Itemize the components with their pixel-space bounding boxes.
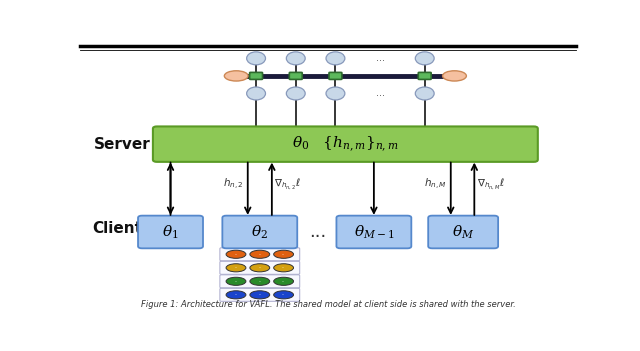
Text: --: -- bbox=[282, 266, 285, 270]
FancyBboxPatch shape bbox=[250, 72, 262, 79]
FancyBboxPatch shape bbox=[222, 216, 297, 249]
Text: $h_{n,M}$: $h_{n,M}$ bbox=[424, 177, 447, 192]
Text: $\theta_1$: $\theta_1$ bbox=[163, 223, 179, 241]
FancyBboxPatch shape bbox=[337, 216, 412, 249]
Ellipse shape bbox=[415, 87, 434, 100]
Ellipse shape bbox=[326, 52, 345, 65]
FancyBboxPatch shape bbox=[419, 72, 431, 79]
Text: Server: Server bbox=[94, 137, 150, 152]
FancyBboxPatch shape bbox=[220, 248, 300, 261]
Ellipse shape bbox=[226, 264, 246, 272]
FancyBboxPatch shape bbox=[428, 216, 498, 249]
Ellipse shape bbox=[250, 250, 269, 258]
FancyBboxPatch shape bbox=[138, 216, 203, 249]
Text: ...: ... bbox=[376, 88, 385, 99]
Text: $\theta_M$: $\theta_M$ bbox=[452, 223, 474, 241]
Text: --: -- bbox=[259, 293, 261, 297]
Text: $\theta_{M-1}$: $\theta_{M-1}$ bbox=[354, 223, 394, 241]
Ellipse shape bbox=[286, 52, 305, 65]
Text: $\nabla_{h_{n,M}}\ell$: $\nabla_{h_{n,M}}\ell$ bbox=[477, 177, 505, 192]
Text: --: -- bbox=[282, 252, 285, 256]
FancyBboxPatch shape bbox=[220, 261, 300, 274]
Ellipse shape bbox=[443, 71, 467, 81]
FancyBboxPatch shape bbox=[329, 72, 342, 79]
Ellipse shape bbox=[250, 277, 269, 285]
Ellipse shape bbox=[246, 52, 266, 65]
Ellipse shape bbox=[415, 52, 434, 65]
Ellipse shape bbox=[274, 291, 294, 299]
Ellipse shape bbox=[250, 264, 269, 272]
Ellipse shape bbox=[326, 87, 345, 100]
Text: --: -- bbox=[259, 252, 261, 256]
Ellipse shape bbox=[286, 87, 305, 100]
Text: --: -- bbox=[259, 266, 261, 270]
Ellipse shape bbox=[225, 71, 248, 81]
Text: --: -- bbox=[234, 293, 237, 297]
Ellipse shape bbox=[274, 277, 294, 285]
Text: $\nabla_{h_{n,2}}\ell$: $\nabla_{h_{n,2}}\ell$ bbox=[275, 177, 301, 192]
Text: $h_{n,2}$: $h_{n,2}$ bbox=[223, 177, 244, 192]
Text: --: -- bbox=[282, 279, 285, 283]
Text: ...: ... bbox=[376, 53, 385, 63]
Ellipse shape bbox=[226, 277, 246, 285]
Text: Figure 1: Architecture for VAFL. The shared model at client side is shared with : Figure 1: Architecture for VAFL. The sha… bbox=[141, 300, 515, 309]
FancyBboxPatch shape bbox=[220, 288, 300, 301]
Text: --: -- bbox=[234, 266, 237, 270]
Text: --: -- bbox=[234, 279, 237, 283]
Ellipse shape bbox=[246, 87, 266, 100]
Text: Client: Client bbox=[92, 221, 142, 236]
FancyBboxPatch shape bbox=[289, 72, 302, 79]
FancyBboxPatch shape bbox=[220, 275, 300, 288]
Ellipse shape bbox=[226, 291, 246, 299]
FancyBboxPatch shape bbox=[153, 126, 538, 162]
Ellipse shape bbox=[226, 250, 246, 258]
Text: $\theta_0 \quad \{h_{n,m}\}_{n,m}$: $\theta_0 \quad \{h_{n,m}\}_{n,m}$ bbox=[292, 134, 399, 154]
Ellipse shape bbox=[250, 291, 269, 299]
Ellipse shape bbox=[274, 264, 294, 272]
Ellipse shape bbox=[274, 250, 294, 258]
Text: $\theta_2$: $\theta_2$ bbox=[252, 223, 268, 241]
Text: --: -- bbox=[234, 252, 237, 256]
Text: ...: ... bbox=[310, 223, 326, 241]
Text: --: -- bbox=[282, 293, 285, 297]
Text: --: -- bbox=[259, 279, 261, 283]
